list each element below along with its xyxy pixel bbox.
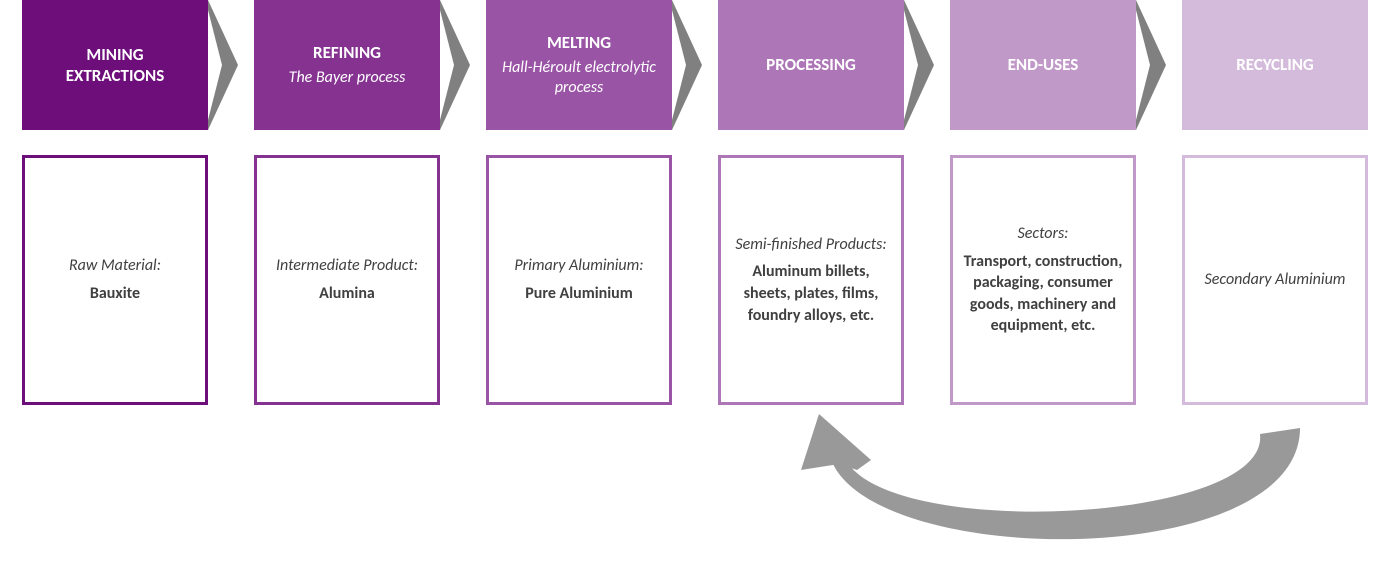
chevron-icon xyxy=(904,0,934,130)
detail-box-melting: Primary Aluminium: Pure Aluminium xyxy=(486,155,672,405)
detail-label: Raw Material: xyxy=(69,255,161,277)
detail-box-recycling: Secondary Aluminium xyxy=(1182,155,1368,405)
feedback-arrow-band xyxy=(832,428,1300,539)
stage-header-refining: REFINING The Bayer process xyxy=(254,0,440,130)
chevron-icon xyxy=(1136,0,1166,130)
detail-value: Aluminum billets, sheets, plates, films,… xyxy=(731,261,891,326)
chevron-icon xyxy=(440,0,470,130)
chevron-icon xyxy=(672,0,702,130)
stage-title: REFINING xyxy=(313,42,381,63)
detail-label: Primary Aluminium: xyxy=(514,255,643,277)
detail-value: Bauxite xyxy=(90,283,140,305)
feedback-arrow-icon xyxy=(770,410,1330,580)
stage-title: END-USES xyxy=(1008,54,1079,75)
chevron-icon xyxy=(208,0,238,130)
stage-title: PROCESSING xyxy=(766,54,856,75)
detail-box-processing: Semi-finished Products: Aluminum billets,… xyxy=(718,155,904,405)
stage-subtitle: Hall-Héroult electrolytic process xyxy=(494,58,664,98)
detail-box-enduses: Sectors: Transport, construction, packagi… xyxy=(950,155,1136,405)
stage-header-mining: MINING EXTRACTIONS xyxy=(22,0,208,130)
detail-value: Transport, construction, packaging, cons… xyxy=(963,251,1123,337)
stage-title: MINING EXTRACTIONS xyxy=(66,44,165,87)
stage-header-melting: MELTING Hall-Héroult electrolytic process xyxy=(486,0,672,130)
detail-label: Sectors: xyxy=(1018,223,1069,245)
stage-title: RECYCLING xyxy=(1236,54,1314,75)
stage-subtitle: The Bayer process xyxy=(289,68,406,88)
aluminium-process-flowchart: MINING EXTRACTIONS Raw Material: Bauxite RE… xyxy=(0,0,1388,585)
detail-label: Semi-finished Products: xyxy=(735,234,886,256)
detail-box-mining: Raw Material: Bauxite xyxy=(22,155,208,405)
detail-label: Secondary Aluminium xyxy=(1205,269,1346,291)
stage-title: MELTING xyxy=(547,32,611,53)
detail-box-refining: Intermediate Product: Alumina xyxy=(254,155,440,405)
detail-value: Pure Aluminium xyxy=(525,283,633,305)
detail-value: Alumina xyxy=(319,283,375,305)
stage-header-processing: PROCESSING xyxy=(718,0,904,130)
feedback-arrow-head xyxy=(801,414,871,470)
stage-header-recycling: RECYCLING xyxy=(1182,0,1368,130)
stage-header-enduses: END-USES xyxy=(950,0,1136,130)
detail-label: Intermediate Product: xyxy=(276,255,418,277)
